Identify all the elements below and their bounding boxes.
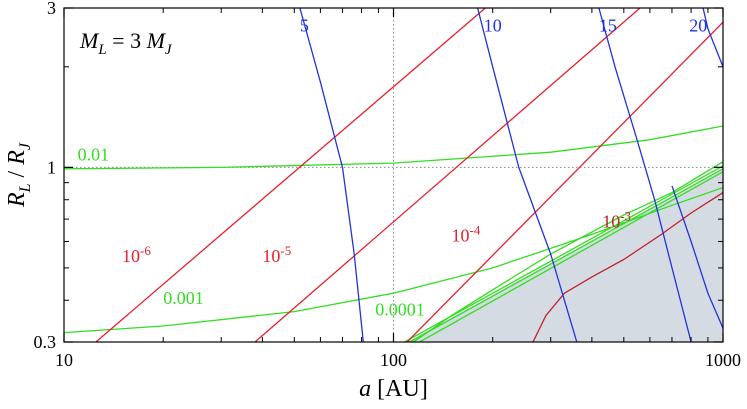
blue-label-3: 15 [599, 16, 617, 36]
y-axis-sep: / [4, 165, 30, 184]
blue-line-2 [476, 8, 578, 342]
blue-label-4: 20 [689, 16, 707, 36]
mass-annotation-rhs-sub: J [165, 42, 173, 58]
green-line-6 [419, 171, 723, 342]
green-label-3: 0.0001 [375, 300, 425, 320]
mass-annotation-rhs: M [146, 28, 167, 53]
red-line-2 [254, 8, 641, 342]
series-lines-group [64, 8, 723, 342]
red-label-2: 10-5 [262, 243, 291, 266]
y-axis-title: RL / RJ [4, 142, 34, 208]
x-axis-symbol: a [359, 376, 371, 402]
red-label-3: 10-4 [452, 223, 481, 246]
blue-label-1: 5 [300, 16, 309, 36]
y-axis-denom-sub: J [17, 142, 34, 150]
blue-line-1 [299, 8, 364, 342]
green-line-4 [404, 165, 723, 342]
blue-label-2: 10 [484, 16, 502, 36]
x-tick-label: 100 [380, 350, 407, 370]
green-label-2: 0.001 [163, 288, 204, 308]
reference-lines-group [64, 8, 723, 342]
green-line-5 [409, 168, 723, 342]
green-label-1: 0.01 [78, 144, 110, 164]
green-line-1 [64, 125, 723, 170]
y-axis-main-sub: L [17, 183, 34, 193]
red-dark-line-1 [532, 192, 723, 342]
y-axis-main: R [4, 192, 30, 208]
red-line-1 [95, 8, 486, 342]
x-tick-label: 1000 [705, 350, 741, 370]
red-line-3 [406, 21, 723, 342]
x-axis-title: a [AU] [359, 376, 428, 402]
mass-annotation-lhs-sub: L [97, 42, 106, 58]
x-axis-unit: [AU] [371, 376, 428, 402]
y-tick-label: 1 [47, 157, 56, 177]
y-tick-label: 3 [47, 0, 56, 18]
green-line-2 [64, 186, 723, 334]
mass-annotation: ML = 3 MJ [79, 28, 173, 58]
blue-line-4 [702, 8, 723, 68]
blue-line-5 [671, 185, 723, 329]
mass-annotation-lhs: M [79, 28, 100, 53]
blue-line-3 [598, 8, 692, 342]
y-axis-denom: R [4, 150, 30, 166]
y-tick-label: 0.3 [34, 332, 57, 352]
mass-annotation-eq: = 3 [107, 28, 147, 53]
ticks-group: 10 100 1000 0.3 1 3 [34, 0, 742, 370]
x-tick-label: 10 [55, 350, 73, 370]
red-label-1: 10-6 [122, 243, 151, 266]
